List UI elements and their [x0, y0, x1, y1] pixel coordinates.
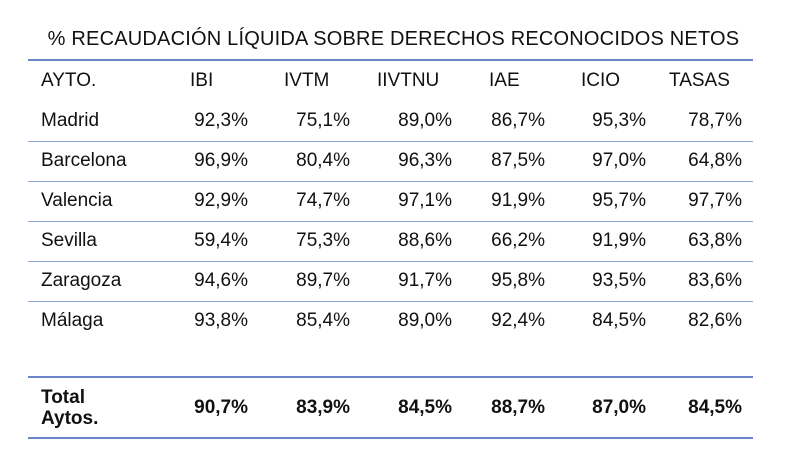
- row-value: 78,7%: [688, 110, 742, 131]
- row-divider: [28, 181, 753, 182]
- row-divider: [28, 141, 753, 142]
- total-top-rule: [28, 376, 753, 378]
- row-value: 59,4%: [194, 230, 248, 251]
- row-value: 85,4%: [296, 310, 350, 331]
- row-name: Madrid: [41, 110, 100, 131]
- row-value: 83,6%: [688, 270, 742, 291]
- row-name: Málaga: [41, 310, 104, 331]
- bottom-rule: [28, 437, 753, 439]
- row-value: 88,6%: [398, 230, 452, 251]
- row-value: 89,0%: [398, 110, 452, 131]
- table-row: Sevilla 59,4% 75,3% 88,6% 66,2% 91,9% 63,8%: [28, 221, 753, 261]
- total-iivtnu: 84,5%: [398, 397, 452, 418]
- table-row: Madrid 92,3% 75,1% 89,0% 86,7% 95,3% 78,7%: [28, 101, 753, 141]
- row-divider: [28, 221, 753, 222]
- row-value: 63,8%: [688, 230, 742, 251]
- total-label-line2: Aytos.: [41, 408, 99, 429]
- row-value: 96,9%: [194, 150, 248, 171]
- table-row: Barcelona 96,9% 80,4% 96,3% 87,5% 97,0% 64,8%: [28, 141, 753, 181]
- row-value: 92,3%: [194, 110, 248, 131]
- row-value: 89,0%: [398, 310, 452, 331]
- total-iae: 88,7%: [491, 397, 545, 418]
- row-value: 91,9%: [592, 230, 646, 251]
- row-value: 74,7%: [296, 190, 350, 211]
- row-value: 93,5%: [592, 270, 646, 291]
- header-icio: ICIO: [581, 70, 621, 91]
- row-value: 95,8%: [491, 270, 545, 291]
- row-value: 66,2%: [491, 230, 545, 251]
- row-value: 92,9%: [194, 190, 248, 211]
- row-value: 86,7%: [491, 110, 545, 131]
- row-value: 91,7%: [398, 270, 452, 291]
- row-divider: [28, 261, 753, 262]
- row-name: Valencia: [41, 190, 113, 211]
- row-value: 75,1%: [296, 110, 350, 131]
- header-row: AYTO. IBI IVTM IIVTNU IAE ICIO TASAS: [28, 61, 753, 101]
- table-row: Málaga 93,8% 85,4% 89,0% 92,4% 84,5% 82,6%: [28, 301, 753, 341]
- total-icio: 87,0%: [592, 397, 646, 418]
- total-row: Total Aytos. 90,7% 83,9% 84,5% 88,7% 87,0…: [28, 378, 753, 438]
- row-name: Barcelona: [41, 150, 127, 171]
- row-value: 91,9%: [491, 190, 545, 211]
- row-value: 96,3%: [398, 150, 452, 171]
- row-value: 94,6%: [194, 270, 248, 291]
- row-value: 87,5%: [491, 150, 545, 171]
- row-name: Zaragoza: [41, 270, 122, 291]
- row-value: 82,6%: [688, 310, 742, 331]
- row-value: 95,7%: [592, 190, 646, 211]
- row-value: 80,4%: [296, 150, 350, 171]
- row-value: 64,8%: [688, 150, 742, 171]
- row-value: 97,1%: [398, 190, 452, 211]
- row-value: 92,4%: [491, 310, 545, 331]
- top-rule: [28, 59, 753, 61]
- row-name: Sevilla: [41, 230, 97, 251]
- row-value: 89,7%: [296, 270, 350, 291]
- row-value: 97,0%: [592, 150, 646, 171]
- total-ivtm: 83,9%: [296, 397, 350, 418]
- row-value: 97,7%: [688, 190, 742, 211]
- header-ibi: IBI: [190, 70, 214, 91]
- total-tasas: 84,5%: [688, 397, 742, 418]
- total-label-line1: Total: [41, 387, 85, 408]
- row-value: 75,3%: [296, 230, 350, 251]
- header-iae: IAE: [489, 70, 520, 91]
- row-value: 84,5%: [592, 310, 646, 331]
- header-iivtnu: IIVTNU: [377, 70, 440, 91]
- table-row: Valencia 92,9% 74,7% 97,1% 91,9% 95,7% 97,7%: [28, 181, 753, 221]
- header-ayto: AYTO.: [41, 70, 97, 91]
- header-ivtm: IVTM: [284, 70, 330, 91]
- row-value: 93,8%: [194, 310, 248, 331]
- table-row: Zaragoza 94,6% 89,7% 91,7% 95,8% 93,5% 83,6%: [28, 261, 753, 301]
- row-divider: [28, 301, 753, 302]
- header-tasas: TASAS: [669, 70, 730, 91]
- row-value: 95,3%: [592, 110, 646, 131]
- total-label: Total Aytos.: [41, 387, 98, 429]
- table-title: % RECAUDACIÓN LÍQUIDA SOBRE DERECHOS REC…: [47, 28, 740, 50]
- total-ibi: 90,7%: [194, 397, 248, 418]
